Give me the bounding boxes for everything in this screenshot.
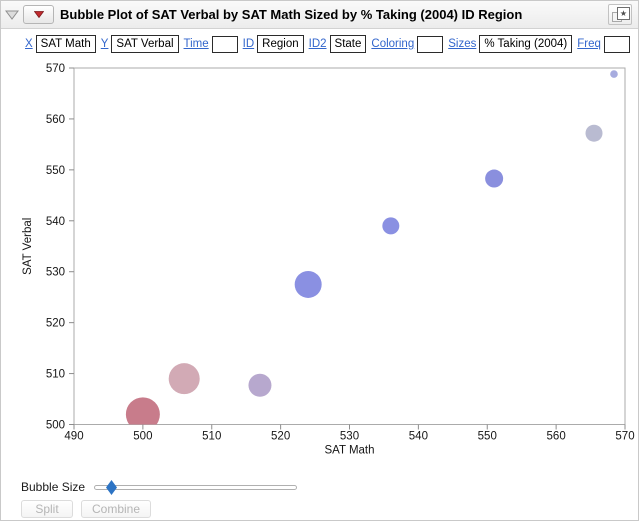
role-group-coloring: Coloring: [371, 35, 444, 53]
bubble-8[interactable]: [610, 70, 618, 78]
x-tick-label: 490: [64, 431, 83, 443]
role-field-x[interactable]: SAT Math: [35, 35, 96, 53]
report-title-bar: Bubble Plot of SAT Verbal by SAT Math Si…: [1, 1, 638, 29]
bubble-size-label: Bubble Size: [21, 480, 86, 494]
y-tick-label: 570: [46, 63, 65, 75]
bubble-size-row: Bubble Size: [21, 478, 297, 496]
x-tick-label: 510: [202, 431, 221, 443]
role-link-time[interactable]: Time: [183, 38, 209, 50]
role-link-coloring[interactable]: Coloring: [371, 38, 415, 50]
role-controls-row: X SAT Math Y SAT Verbal Time ID Region ID2 State…: [1, 30, 638, 58]
role-group-id2: ID2 State: [309, 35, 367, 53]
star-square-icon: ★: [617, 7, 630, 20]
y-tick-label: 520: [46, 318, 65, 330]
role-group-freq: Freq: [577, 35, 630, 53]
role-link-y[interactable]: Y: [100, 38, 109, 50]
plot-frame[interactable]: [73, 67, 626, 425]
split-button[interactable]: Split: [21, 500, 73, 518]
y-tick-label: 530: [46, 267, 65, 279]
bubble-6[interactable]: [485, 169, 504, 188]
x-tick-label: 550: [478, 431, 497, 443]
x-tick-label: 540: [409, 431, 428, 443]
role-field-time[interactable]: [211, 35, 238, 53]
slider-thumb[interactable]: [106, 480, 117, 495]
y-tick-label: 560: [46, 114, 65, 126]
split-combine-row: Split Combine: [21, 500, 152, 518]
role-group-id: ID Region: [243, 35, 304, 53]
disclosure-triangle-icon[interactable]: [5, 10, 19, 20]
bubble-5[interactable]: [382, 217, 400, 235]
report-title: Bubble Plot of SAT Verbal by SAT Math Si…: [60, 7, 523, 22]
role-link-id[interactable]: ID: [242, 38, 255, 50]
bubbles-group: [125, 70, 618, 431]
x-tick-label: 530: [340, 431, 359, 443]
bubble-7[interactable]: [585, 124, 603, 142]
role-field-y[interactable]: SAT Verbal: [111, 35, 179, 53]
bubble-1[interactable]: [125, 397, 160, 431]
role-link-id2[interactable]: ID2: [308, 38, 327, 50]
y-tick-label: 550: [46, 165, 65, 177]
role-field-id[interactable]: Region: [257, 35, 304, 53]
bubble-plot-canvas: 490 500 510 520 530 540 550 560 5705005105205305…: [22, 63, 635, 457]
red-triangle-icon: [33, 11, 44, 18]
role-field-id2[interactable]: State: [329, 35, 367, 53]
save-script-button[interactable]: ★: [608, 4, 632, 25]
role-group-sizes: Sizes% Taking (2004): [448, 35, 573, 53]
x-tick-label: 520: [271, 431, 290, 443]
bubble-2[interactable]: [168, 363, 200, 395]
role-group-time: Time: [183, 35, 238, 53]
role-field-sizes[interactable]: % Taking (2004): [479, 35, 573, 53]
x-tick-label: 500: [133, 431, 152, 443]
y-tick-label: 540: [46, 216, 65, 228]
bubble-3[interactable]: [248, 373, 272, 397]
role-group-x: X SAT Math: [25, 35, 96, 53]
bubble-4[interactable]: [294, 270, 322, 298]
x-tick-label: 560: [547, 431, 566, 443]
x-axis-label: SAT Math: [324, 445, 374, 457]
role-field-freq[interactable]: [603, 35, 630, 53]
role-group-y: Y SAT Verbal: [101, 35, 179, 53]
role-field-coloring[interactable]: [417, 35, 444, 53]
combine-button[interactable]: Combine: [81, 500, 152, 518]
role-link-freq[interactable]: Freq: [577, 38, 601, 50]
role-link-sizes[interactable]: Sizes: [448, 38, 477, 50]
role-link-x[interactable]: X: [25, 38, 33, 50]
bubble-size-slider[interactable]: [94, 479, 297, 495]
x-tick-label: 570: [615, 431, 634, 443]
slider-track[interactable]: [94, 485, 297, 490]
y-axis-label: SAT Verbal: [22, 218, 34, 275]
y-tick-label: 500: [46, 420, 65, 432]
red-triangle-menu-button[interactable]: [23, 5, 54, 24]
y-tick-label: 510: [46, 369, 65, 381]
